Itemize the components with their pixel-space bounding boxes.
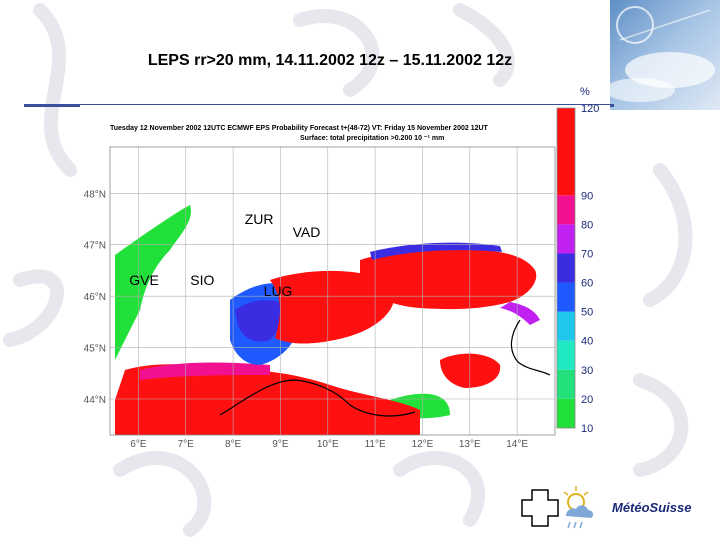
x-tick-label: 14°E (506, 439, 528, 450)
x-tick-label: 10°E (317, 439, 339, 450)
purple-rim-east (370, 242, 502, 260)
station-label: SIO (190, 272, 214, 288)
x-tick-label: 8°E (225, 439, 242, 450)
red-core-east (360, 249, 537, 310)
x-tick-label: 9°E (272, 439, 289, 450)
colorbar-bin (557, 224, 575, 254)
station-label: VAD (293, 224, 321, 240)
coastline-ligurian (219, 379, 416, 417)
map-frame (109, 146, 556, 436)
purple-core-central (235, 300, 282, 342)
swiss-cross-icon (521, 489, 559, 527)
chart-header-line1: Tuesday 12 November 2002 12UTC ECMWF EPS… (110, 125, 489, 132)
sky-photo-corner (610, 0, 720, 110)
logo-wordmark: MétéoSuisse (612, 500, 692, 515)
colorbar-tick-label: 20 (581, 394, 593, 406)
station-label: LUG (264, 283, 293, 299)
y-tick-label: 48°N (84, 189, 106, 200)
y-tick-label: 44°N (84, 395, 106, 406)
colorbar-bin (557, 369, 575, 399)
colorbar-tick-label: 70 (581, 248, 593, 260)
coastline-adriatic (510, 319, 551, 376)
colorbar-tick-label: 120 (581, 103, 599, 115)
magenta-band-south (140, 362, 270, 380)
colorbar-bin (557, 311, 575, 341)
station-labels: ZUR VAD GVE SIO LUG (129, 211, 320, 299)
colorbar-unit: % (580, 86, 590, 98)
grid-lines (110, 147, 555, 435)
y-tick-label: 46°N (84, 292, 106, 303)
station-label: ZUR (245, 211, 274, 227)
red-core-central (270, 270, 394, 344)
x-tick-label: 6°E (130, 439, 147, 450)
colorbar-tick-label: 60 (581, 278, 593, 290)
x-tick-label: 11°E (365, 439, 386, 450)
x-tick-label: 7°E (178, 439, 195, 450)
colorbar-tick-label: 30 (581, 365, 593, 377)
colorbar-frame (556, 107, 576, 429)
page-title: LEPS rr>20 mm, 14.11.2002 12z – 15.11.20… (147, 52, 513, 69)
colorbar: % 10 20 30 40 50 60 70 80 90 120 (556, 86, 599, 435)
colorbar-tick-label: 80 (581, 219, 593, 231)
colorbar-tick-label: 40 (581, 336, 593, 348)
cloud-icon (566, 505, 594, 518)
colorbar-tick-label: 90 (581, 190, 593, 202)
colorbar-bin (557, 398, 575, 428)
x-tick-label: 12°E (412, 439, 434, 450)
x-axis-ticks: 6°E 7°E 8°E 9°E 10°E 11°E 12°E 13°E 14°E (130, 439, 528, 450)
chart-header-line2: Surface: total precipitation >0.200 10 ⁻… (300, 135, 444, 142)
probability-map-chart: Tuesday 12 November 2002 12UTC ECMWF EPS… (80, 86, 610, 450)
green-region (115, 205, 191, 360)
colorbar-bin (557, 282, 575, 312)
colorbar-bin (557, 253, 575, 283)
colorbar-bin (557, 195, 575, 225)
y-tick-label: 47°N (84, 241, 106, 252)
y-axis-ticks: 44°N 45°N 46°N 47°N 48°N (84, 189, 106, 406)
colorbar-tick-label: 50 (581, 307, 593, 319)
probability-field (115, 205, 540, 435)
colorbar-tick-label: 10 (581, 423, 593, 435)
station-label: GVE (129, 272, 159, 288)
map-plot-area: 6°E 7°E 8°E 9°E 10°E 11°E 12°E 13°E 14°E 44°N 45°… (84, 146, 556, 450)
meteosuisse-logo (518, 482, 716, 532)
colorbar-bin (557, 340, 575, 370)
x-tick-label: 13°E (459, 439, 481, 450)
colorbar-bin (557, 108, 575, 196)
y-tick-label: 45°N (84, 344, 106, 355)
red-band-south (115, 364, 420, 435)
coastline-outlines (219, 319, 551, 417)
magenta-rim-east (500, 302, 540, 325)
